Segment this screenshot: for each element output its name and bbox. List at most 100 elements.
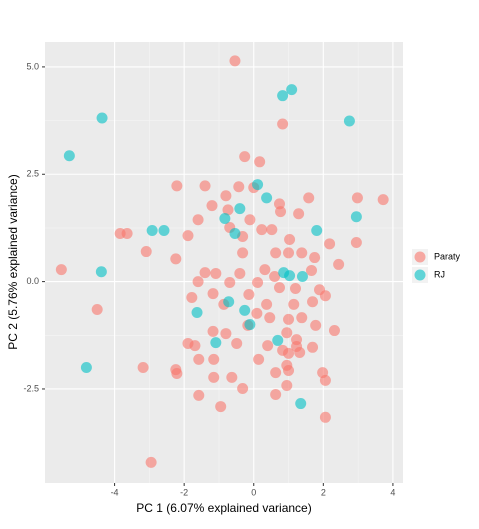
point [343,115,355,127]
point [261,192,273,204]
point [210,337,222,349]
point [223,296,235,308]
point [251,307,263,319]
point [259,264,271,276]
point [233,181,245,193]
point [262,340,274,352]
point [319,411,331,423]
point [350,237,362,249]
point [243,288,255,300]
point [270,247,282,259]
point [303,192,315,204]
point [272,334,284,346]
point [121,228,133,240]
point [277,90,289,102]
point [328,325,340,337]
point [237,247,249,259]
point [193,353,205,365]
point [55,264,67,276]
point [311,225,323,237]
point [296,270,308,282]
point [294,346,306,358]
x-tick-label: 2 [321,487,326,497]
legend-swatch [414,251,426,263]
point [207,288,219,300]
point [261,298,273,310]
point [210,267,222,279]
point [310,319,322,331]
point [273,282,285,294]
point [277,118,289,130]
panel [45,42,403,483]
point [275,206,287,218]
point [283,347,295,359]
point [208,353,220,365]
point [237,383,249,395]
point [186,291,198,303]
point [253,353,265,365]
point [252,179,264,191]
point [252,276,264,288]
point [270,367,282,379]
point [63,150,75,162]
point [284,270,296,282]
point [239,304,251,316]
point [220,190,232,202]
point [283,313,295,325]
point [295,398,307,410]
point [170,253,182,265]
point [283,364,295,376]
point [309,252,321,264]
point [319,290,331,302]
point [192,214,204,226]
point [91,304,103,316]
point [377,194,389,206]
point [192,276,204,288]
point [146,225,158,237]
legend-label: RJ [434,269,445,279]
point [145,456,157,468]
legend-label: Paraty [434,251,461,261]
point [307,296,319,308]
point [289,282,301,294]
point [266,224,278,236]
point [224,276,236,288]
point [171,180,183,192]
point [206,200,218,212]
point [307,341,319,353]
point [171,368,183,380]
point [80,361,92,373]
point [350,211,362,223]
point [296,312,308,324]
point [254,156,266,168]
point [229,55,241,67]
point [286,84,298,96]
point [296,247,308,259]
point [208,371,220,383]
y-tick-label: 0.0 [26,276,39,286]
point [199,267,211,279]
point [158,225,170,237]
point [96,112,108,124]
y-tick-label: -2.5 [23,383,39,393]
point [283,247,295,259]
point [264,312,276,324]
point [140,246,152,258]
point [229,228,241,240]
point [137,361,149,373]
point [305,264,317,276]
point [215,401,227,413]
point [231,337,243,349]
point [281,327,293,339]
point [351,192,363,204]
point [207,325,219,337]
legend-swatch [414,269,426,281]
point [244,214,256,226]
point [319,374,331,386]
x-tick-label: -2 [180,487,188,497]
point [182,230,194,242]
point [234,267,246,279]
point [220,328,232,340]
point [324,238,336,250]
x-axis-title: PC 1 (6.07% explained variance) [136,501,311,515]
